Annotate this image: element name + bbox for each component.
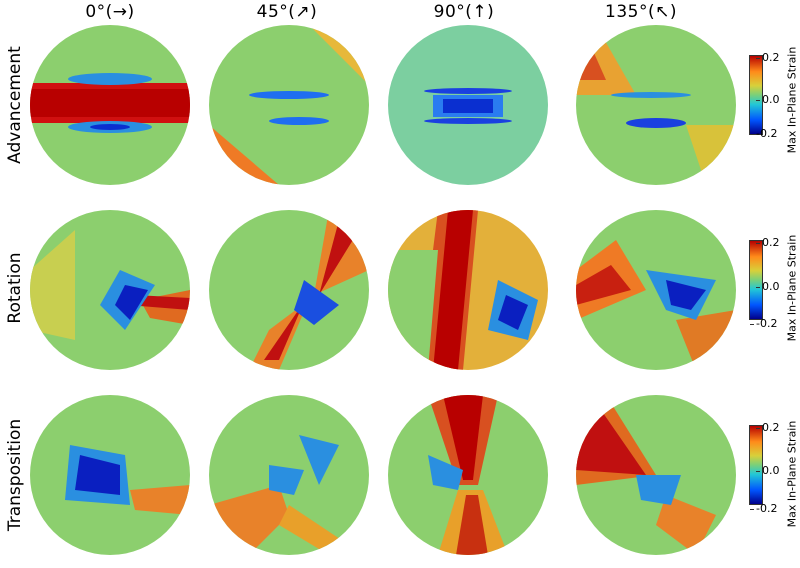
strain-map-transposition-45 xyxy=(209,395,369,555)
strain-map-rotation-0 xyxy=(30,210,190,370)
colorbar-tick: 0.2 xyxy=(756,51,780,64)
colorbar-tick: 0.0 xyxy=(756,280,780,293)
colorbar-tick: 0.0 xyxy=(756,464,780,477)
row-title-advancement: Advancement xyxy=(5,46,25,164)
colorbar-tick: -0.2 xyxy=(749,127,778,140)
strain-map-transposition-135 xyxy=(576,395,736,555)
colorbar-label: Max In-Plane Strain xyxy=(785,420,799,528)
colorbar-tick: 0.2 xyxy=(756,421,780,434)
strain-map-rotation-45 xyxy=(209,210,369,370)
strain-map-transposition-90 xyxy=(388,395,548,555)
column-title-0: 0°(→) xyxy=(85,2,135,22)
colorbar-tick: -0.2 xyxy=(749,317,778,330)
column-title-45: 45°(↗) xyxy=(256,2,318,22)
strain-map-rotation-90 xyxy=(388,210,548,370)
strain-map-advancement-45 xyxy=(209,25,369,185)
strain-map-advancement-135 xyxy=(576,25,736,185)
colorbar-tick: 0.2 xyxy=(756,236,780,249)
colorbar-transposition xyxy=(749,425,763,505)
strain-map-rotation-135 xyxy=(576,210,736,370)
colorbar-advancement xyxy=(749,55,763,135)
colorbar-tick: 0.0 xyxy=(756,93,780,106)
colorbar-label: Max In-Plane Strain xyxy=(785,234,799,342)
colorbar-label: Max In-Plane Strain xyxy=(785,46,799,154)
strain-map-advancement-90 xyxy=(388,25,548,185)
strain-map-advancement-0 xyxy=(30,25,190,185)
column-title-135: 135°(↖) xyxy=(605,2,677,22)
row-title-rotation: Rotation xyxy=(5,252,25,324)
colorbar-tick: -0.2 xyxy=(749,502,778,515)
row-title-transposition: Transposition xyxy=(5,418,25,532)
colorbar-rotation xyxy=(749,240,763,320)
strain-map-transposition-0 xyxy=(30,395,190,555)
column-title-90: 90°(↑) xyxy=(433,2,495,22)
